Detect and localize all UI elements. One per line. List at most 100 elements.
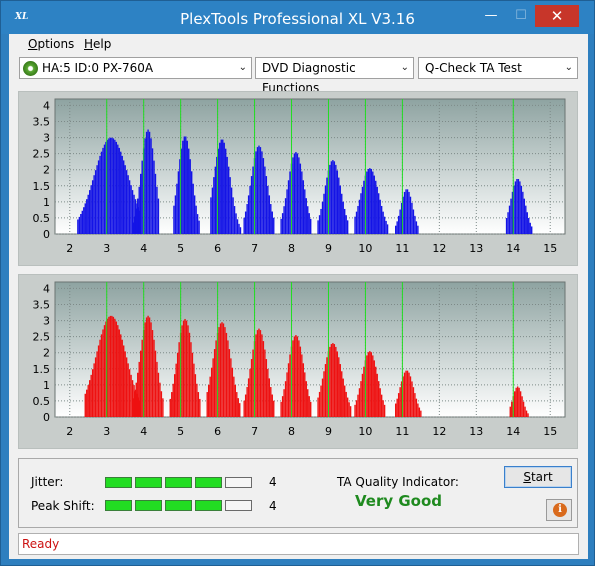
histogram-bar <box>320 385 322 417</box>
histogram-bar <box>258 145 260 234</box>
histogram-bar <box>357 394 359 417</box>
histogram-bar <box>273 400 275 417</box>
x-tick-label: 13 <box>469 425 483 438</box>
histogram-bar <box>124 351 126 417</box>
histogram-bar <box>94 357 97 417</box>
histogram-bar <box>330 161 333 234</box>
histogram-bar <box>103 144 106 234</box>
histogram-bar <box>174 374 176 417</box>
start-button[interactable]: Start <box>504 466 572 488</box>
histogram-bar <box>213 177 215 234</box>
y-tick-label: 0.5 <box>33 395 51 408</box>
jitter-meter <box>105 477 255 488</box>
histogram-bar <box>301 171 303 234</box>
histogram-bar <box>224 327 226 417</box>
histogram-bar <box>89 380 91 417</box>
x-tick-label: 9 <box>325 242 332 255</box>
histogram-bar <box>526 212 528 234</box>
histogram-bar <box>283 389 285 417</box>
histogram-bar <box>369 351 371 417</box>
function-select[interactable]: DVD Diagnostic Functions ⌄ <box>255 57 414 95</box>
histogram-bar <box>295 335 297 417</box>
histogram-bar <box>238 223 240 234</box>
x-tick-label: 5 <box>177 242 184 255</box>
histogram-bar <box>215 340 217 417</box>
peak-shift-label: Peak Shift: <box>31 499 95 513</box>
close-button[interactable]: ✕ <box>535 5 579 27</box>
info-button[interactable]: i <box>546 499 572 521</box>
drive-select[interactable]: HA:5 ID:0 PX-760A ⌄ <box>19 57 252 79</box>
histogram-bar <box>521 396 523 417</box>
histogram-bar <box>370 352 373 417</box>
histogram-bar <box>318 215 321 234</box>
histogram-bar <box>121 339 123 417</box>
histogram-bar <box>136 203 138 234</box>
ta-quality-label: TA Quality Indicator: <box>337 475 459 489</box>
title-bar[interactable]: XL PlexTools Professional XL V3.16 — ☐ ✕ <box>1 1 594 34</box>
histogram-bar <box>259 147 262 234</box>
y-tick-label: 2.5 <box>33 148 51 161</box>
histogram-bar <box>298 157 300 234</box>
histogram-bar <box>135 382 137 417</box>
histogram-bar <box>412 209 415 234</box>
test-select[interactable]: Q-Check TA Test ⌄ <box>418 57 578 79</box>
maximize-button[interactable]: ☐ <box>515 8 527 23</box>
menu-options[interactable]: Options <box>28 37 74 51</box>
histogram-bar <box>330 344 333 417</box>
histogram-bar <box>212 358 214 417</box>
histogram-bar <box>187 325 189 417</box>
histogram-bar <box>286 189 288 234</box>
histogram-bar <box>151 148 154 234</box>
histogram-bar <box>124 165 126 234</box>
histogram-bar <box>287 180 290 234</box>
x-tick-label: 14 <box>506 242 520 255</box>
menu-help-mnemonic: H <box>84 37 94 51</box>
histogram-bar <box>151 330 154 417</box>
histogram-bar <box>80 213 82 234</box>
histogram-bar <box>175 363 177 417</box>
histogram-bar <box>133 385 135 417</box>
histogram-bar <box>210 367 213 417</box>
menu-help[interactable]: Help <box>84 37 111 51</box>
histogram-bar <box>176 352 179 417</box>
jitter-meter-segment <box>195 477 222 488</box>
histogram-bar <box>133 194 135 234</box>
histogram-bar <box>114 318 116 417</box>
histogram-bar <box>361 373 364 417</box>
histogram-bar <box>125 170 128 234</box>
histogram-bar <box>299 163 302 234</box>
histogram-bar <box>403 191 406 234</box>
jitter-label: Jitter: <box>31 475 64 489</box>
histogram-bar <box>267 368 269 417</box>
histogram-bar <box>233 206 236 234</box>
histogram-bar <box>338 357 340 417</box>
histogram-bar <box>229 177 231 234</box>
histogram-bar <box>96 351 98 417</box>
histogram-bar <box>226 156 228 234</box>
histogram-bar <box>380 205 383 234</box>
x-tick-label: 5 <box>177 425 184 438</box>
histogram-bar <box>400 202 403 234</box>
x-tick-label: 12 <box>432 242 446 255</box>
histogram-bar <box>246 204 248 234</box>
histogram-bar <box>417 403 419 417</box>
histogram-bar <box>115 321 118 417</box>
histogram-bar <box>197 392 200 417</box>
histogram-bar <box>147 315 149 417</box>
histogram-bar <box>196 383 198 417</box>
histogram-bar <box>100 334 103 417</box>
histogram-bar <box>112 316 115 417</box>
histogram-bar <box>125 357 128 417</box>
peak-shift-meter-segment <box>135 500 162 511</box>
results-panel: Jitter: 4 Peak Shift: 4 TA Quality Indic… <box>18 458 578 528</box>
histogram-bar <box>516 179 518 234</box>
histogram-bar <box>93 363 95 417</box>
histogram-bar <box>193 363 195 417</box>
histogram-bar <box>511 401 513 417</box>
histogram-bar <box>156 186 158 234</box>
histogram-bar <box>134 216 136 234</box>
minimize-button[interactable]: — <box>484 8 498 23</box>
histogram-bar <box>522 191 524 234</box>
histogram-bar <box>345 215 347 234</box>
histogram-bar <box>150 138 152 234</box>
